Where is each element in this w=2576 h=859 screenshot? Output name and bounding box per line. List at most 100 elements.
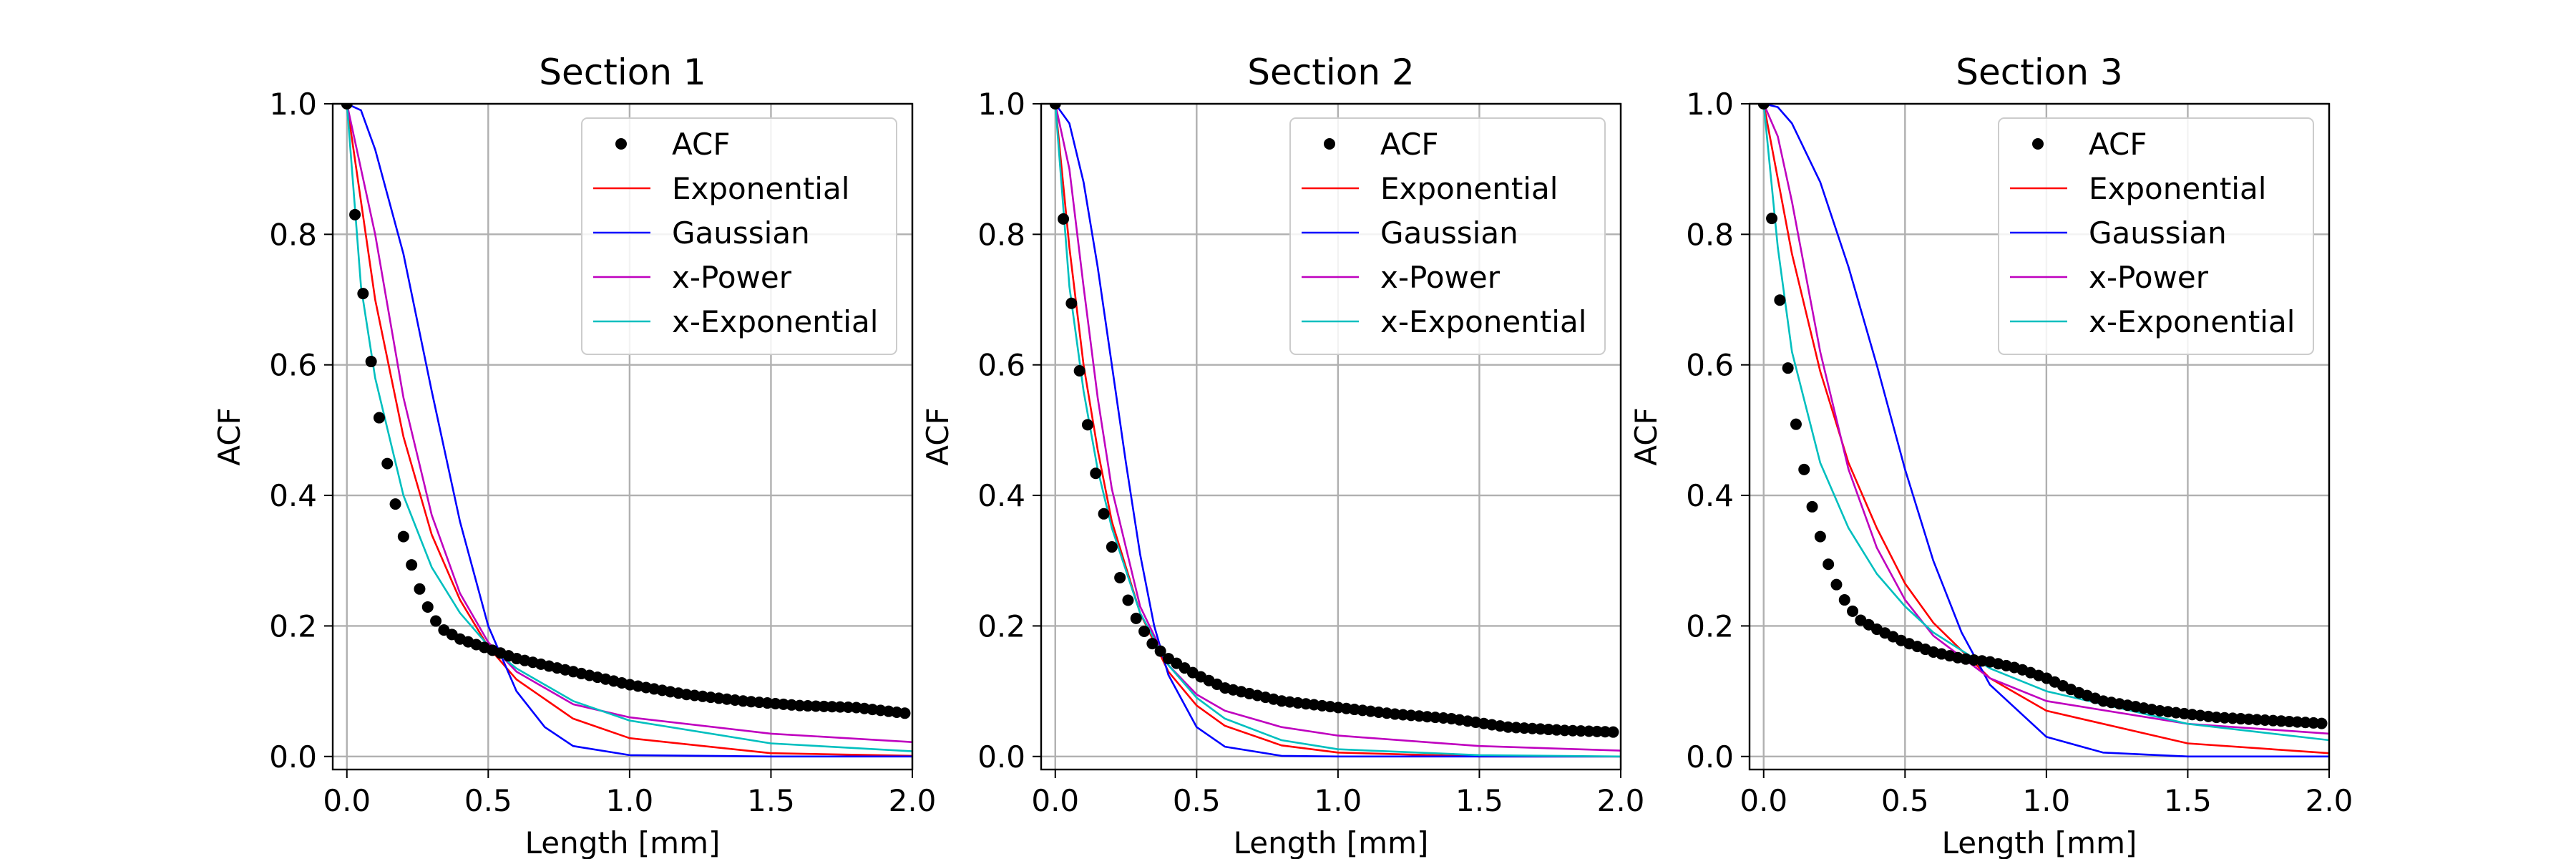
acf-point <box>899 707 911 719</box>
acf-point <box>1154 645 1166 657</box>
acf-point <box>1146 638 1158 650</box>
acf-point <box>2267 714 2279 727</box>
chart-title: Section 1 <box>539 52 706 93</box>
acf-point <box>1566 724 1579 737</box>
legend-label-exponential: Exponential <box>2089 171 2266 206</box>
acf-point <box>834 701 847 713</box>
legend: ACF Exponential Gaussian x-Power x-Exponenti… <box>581 117 897 355</box>
x-tick-label: 0.5 <box>464 783 512 818</box>
acf-point <box>1114 571 1126 583</box>
y-tick-label: 0.8 <box>977 217 1025 252</box>
acf-point <box>2283 715 2296 727</box>
plot-frame <box>1748 102 2331 771</box>
x-tick-label: 0.0 <box>1031 783 1079 818</box>
acf-point <box>1098 508 1110 520</box>
acf-point <box>1065 297 1078 309</box>
acf-point <box>1847 605 1859 617</box>
acf-point <box>1823 558 1835 571</box>
legend-label-x-power: x-Power <box>1380 260 1501 295</box>
acf-point <box>1583 725 1595 737</box>
acf-point <box>2259 714 2271 727</box>
y-tick-label: 0.2 <box>1686 608 1734 644</box>
legend-label-gaussian: Gaussian <box>2089 215 2227 251</box>
y-axis-label: ACF <box>1629 407 1664 465</box>
acf-point <box>2227 712 2239 724</box>
acf-point <box>1766 213 1778 225</box>
y-tick-label: 0.6 <box>977 348 1025 383</box>
x-tick-label: 1.0 <box>2022 783 2070 818</box>
y-axis-label: ACF <box>212 407 247 465</box>
y-tick-label: 0.4 <box>977 478 1025 513</box>
acf-point <box>1551 724 1563 736</box>
legend-box <box>1289 117 1606 355</box>
y-tick-label: 0.0 <box>1686 739 1734 775</box>
acf-point <box>1558 724 1571 737</box>
y-tick-label: 1.0 <box>1686 87 1734 122</box>
acf-point <box>810 700 822 712</box>
acf-point <box>1130 612 1142 624</box>
x-tick-label: 1.0 <box>1314 783 1362 818</box>
x-tick-label: 1.5 <box>1455 783 1503 818</box>
acf-point <box>349 208 361 220</box>
y-tick-label: 0.6 <box>269 348 317 383</box>
chart-panel-3: 0.0 0.5 1.0 1.5 2.0 0.0 0.2 0.4 0.6 0.8 1.0 Section… <box>1629 52 2353 859</box>
acf-point <box>1798 463 1810 475</box>
legend-label-x-exponential: x-Exponential <box>672 304 878 339</box>
x-tick-label: 2.0 <box>1597 783 1645 818</box>
legend-label-x-power: x-Power <box>672 260 792 295</box>
chart-title: Section 2 <box>1247 52 1414 93</box>
acf-point <box>1049 104 1061 110</box>
legend-marker-acf <box>2032 138 2044 150</box>
acf-point <box>421 601 434 613</box>
x-tick-label: 0.0 <box>323 783 371 818</box>
acf-point <box>1782 362 1794 374</box>
acf-point <box>1790 418 1802 430</box>
acf-point <box>1073 364 1085 377</box>
series-line-gaussian <box>1054 104 1621 758</box>
acf-point <box>2308 717 2320 729</box>
acf-point <box>1806 500 1818 513</box>
legend-marker-acf <box>615 138 627 150</box>
acf-point <box>842 702 854 714</box>
legend-label-acf: ACF <box>2089 127 2147 162</box>
acf-point <box>1830 578 1843 591</box>
acf-point <box>2275 715 2287 727</box>
acf-point <box>1607 726 1619 738</box>
acf-point <box>1122 594 1134 606</box>
y-tick-label: 0.8 <box>269 217 317 252</box>
series-lines <box>1054 104 1621 758</box>
acf-point <box>1534 723 1546 735</box>
acf-point <box>414 583 426 595</box>
acf-point <box>2316 717 2328 729</box>
y-tick-label: 0.8 <box>1686 217 1734 252</box>
acf-point <box>2299 717 2311 729</box>
acf-point <box>2243 713 2255 725</box>
acf-point <box>1575 725 1587 737</box>
acf-point <box>1090 467 1102 480</box>
plot-frame <box>1040 102 1622 771</box>
acf-point <box>2251 714 2263 726</box>
legend-label-x-exponential: x-Exponential <box>2089 304 2295 339</box>
y-tick-label: 0.0 <box>269 739 317 775</box>
x-tick-label: 0.0 <box>1740 783 1787 818</box>
acf-point <box>406 559 418 571</box>
acf-point <box>381 457 394 470</box>
acf-point <box>357 288 369 300</box>
acf-points <box>341 104 911 719</box>
chart-panel-1: 0.0 0.5 1.0 1.5 2.0 0.0 0.2 0.4 0.6 0.8 1.0 Section… <box>212 52 936 859</box>
series-line-exponential <box>1762 104 2329 754</box>
legend-box <box>1998 117 2314 355</box>
x-axis-label: Length [mm] <box>1234 825 1429 859</box>
chart-title: Section 3 <box>1956 52 2122 93</box>
legend-label-exponential: Exponential <box>1380 171 1558 206</box>
acf-point <box>2235 713 2247 725</box>
legend-marker-acf <box>1324 138 1335 150</box>
chart-panel-2: 0.0 0.5 1.0 1.5 2.0 0.0 0.2 0.4 0.6 0.8 1.0 Section… <box>920 52 1644 859</box>
series-line-gaussian <box>1763 104 2329 758</box>
acf-point <box>341 104 353 110</box>
y-tick-label: 0.4 <box>1686 478 1734 513</box>
acf-point <box>430 615 442 627</box>
series-line-x-exponential <box>1762 104 2329 742</box>
legend: ACF Exponential Gaussian x-Power x-Exponenti… <box>1289 117 1606 355</box>
